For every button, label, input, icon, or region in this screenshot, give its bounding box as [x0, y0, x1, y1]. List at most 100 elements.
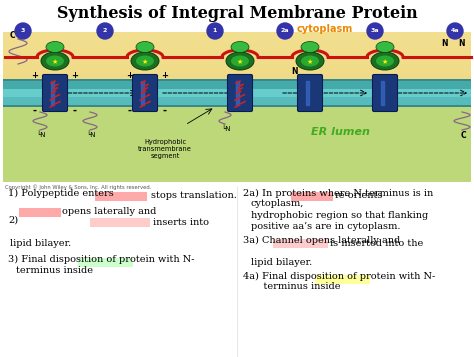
Text: 2: 2 — [103, 29, 107, 34]
Text: Hydrophobic
transmembrane
segment: Hydrophobic transmembrane segment — [138, 139, 192, 159]
Ellipse shape — [371, 52, 399, 70]
Text: terminus inside: terminus inside — [16, 266, 93, 275]
Text: ★: ★ — [237, 59, 243, 65]
Text: opens laterally and: opens laterally and — [62, 207, 156, 216]
Text: 2a) In proteins where N-terminus is in: 2a) In proteins where N-terminus is in — [243, 189, 433, 198]
FancyBboxPatch shape — [133, 75, 157, 111]
Text: 3: 3 — [21, 29, 25, 34]
Ellipse shape — [131, 52, 159, 70]
Circle shape — [367, 23, 383, 39]
Ellipse shape — [376, 41, 394, 52]
Bar — [3, 50, 471, 53]
Ellipse shape — [301, 41, 319, 52]
FancyBboxPatch shape — [298, 75, 322, 111]
Text: cytoplasm: cytoplasm — [297, 24, 353, 34]
Bar — [3, 89, 471, 92]
Bar — [3, 32, 471, 92]
Text: positive aa’s are in cytoplasm.: positive aa’s are in cytoplasm. — [251, 222, 401, 231]
Text: re-orients: re-orients — [335, 191, 383, 201]
Bar — [3, 77, 471, 80]
Text: 2a: 2a — [281, 29, 289, 34]
Bar — [3, 68, 471, 71]
Bar — [3, 80, 471, 83]
Ellipse shape — [296, 52, 324, 70]
Bar — [3, 41, 471, 44]
Bar — [3, 89, 471, 97]
Bar — [3, 92, 471, 182]
Text: is inserted into the: is inserted into the — [330, 239, 423, 248]
Bar — [3, 62, 471, 65]
Bar — [3, 97, 471, 105]
Bar — [78, 258, 133, 267]
Text: Copyright © John Wiley & Sons, Inc. All rights reserved.: Copyright © John Wiley & Sons, Inc. All … — [5, 184, 151, 190]
Text: hydrophobic region so that flanking: hydrophobic region so that flanking — [251, 211, 428, 220]
Text: ★: ★ — [142, 59, 148, 65]
Bar — [3, 74, 471, 77]
Text: -: - — [128, 106, 132, 116]
Text: 3) Final disposition of protein with N-: 3) Final disposition of protein with N- — [8, 255, 194, 264]
Text: ER lumen: ER lumen — [310, 127, 369, 137]
Bar — [3, 83, 471, 86]
Text: C: C — [460, 131, 466, 140]
Text: ★: ★ — [52, 59, 58, 65]
Text: N: N — [442, 39, 448, 47]
Bar — [3, 32, 471, 35]
Ellipse shape — [136, 41, 154, 52]
Text: 2): 2) — [8, 215, 18, 224]
Ellipse shape — [41, 52, 69, 70]
Text: +: + — [127, 70, 134, 80]
Bar — [273, 239, 328, 248]
Circle shape — [97, 23, 113, 39]
Text: cytoplasm,: cytoplasm, — [251, 200, 304, 208]
Text: 3a: 3a — [371, 29, 379, 34]
Bar — [3, 38, 471, 41]
Text: +: + — [162, 70, 168, 80]
Circle shape — [15, 23, 31, 39]
Text: +: + — [72, 70, 79, 80]
Text: 3a) Channel opens laterally and: 3a) Channel opens laterally and — [243, 236, 400, 245]
Text: +: + — [31, 70, 38, 80]
Bar — [3, 59, 471, 62]
Bar — [3, 79, 471, 107]
Bar — [90, 218, 150, 227]
Bar — [3, 86, 471, 89]
Ellipse shape — [136, 55, 154, 66]
Ellipse shape — [376, 55, 394, 66]
Ellipse shape — [46, 55, 64, 66]
Bar — [19, 208, 61, 217]
Ellipse shape — [231, 55, 249, 66]
Ellipse shape — [226, 52, 254, 70]
Text: ★: ★ — [382, 59, 388, 65]
Bar — [3, 44, 471, 47]
Bar — [3, 53, 471, 56]
Circle shape — [277, 23, 293, 39]
Text: 4a) Final disposition of protein with N-: 4a) Final disposition of protein with N- — [243, 272, 435, 281]
Text: lipid bilayer.: lipid bilayer. — [251, 258, 312, 267]
Bar — [3, 35, 471, 38]
Text: Synthesis of Integral Membrane Protein: Synthesis of Integral Membrane Protein — [56, 5, 418, 22]
Text: ★: ★ — [307, 59, 313, 65]
Text: 4a: 4a — [451, 29, 459, 34]
Text: 1) Polypeptide enters: 1) Polypeptide enters — [8, 189, 114, 198]
Text: -: - — [33, 106, 37, 116]
Bar — [291, 192, 333, 201]
Bar — [3, 65, 471, 68]
Text: stops translation.: stops translation. — [151, 191, 237, 201]
FancyBboxPatch shape — [43, 75, 67, 111]
Text: └N: └N — [221, 125, 231, 132]
Ellipse shape — [231, 41, 249, 52]
Text: └N: └N — [36, 131, 46, 138]
Circle shape — [207, 23, 223, 39]
Text: -: - — [163, 106, 167, 116]
Text: terminus inside: terminus inside — [251, 282, 340, 291]
Bar — [3, 47, 471, 50]
Ellipse shape — [46, 41, 64, 52]
FancyBboxPatch shape — [373, 75, 398, 111]
Text: -: - — [73, 106, 77, 116]
Bar — [315, 275, 370, 284]
Text: inserts into: inserts into — [153, 218, 209, 227]
Text: N: N — [292, 66, 298, 75]
Text: N: N — [459, 39, 465, 47]
Ellipse shape — [301, 55, 319, 66]
Text: C: C — [9, 30, 15, 40]
